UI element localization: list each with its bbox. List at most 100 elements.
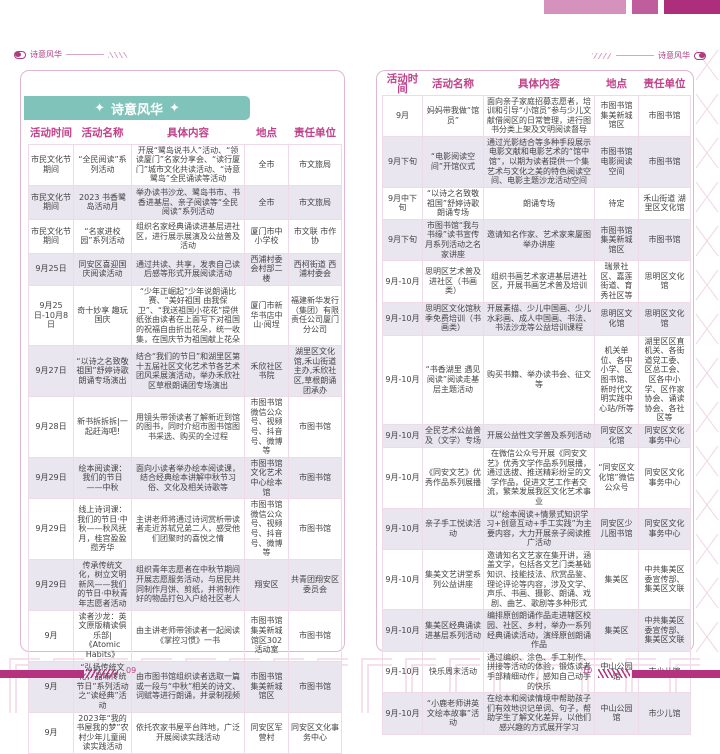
table-row: 9月中下旬 “以诗之名致敬祖国”舒婷诗歌朗诵专场 朗诵专场 待定 禾山街道 湖里区文化馆 xyxy=(382,186,691,220)
activity-content: 邀请知名作家、艺术家来厦图举办讲座 xyxy=(483,218,595,262)
table-row: 9月28日 新书拆拆拆|一起赶海吧! 用镜头带领读者了解新近到馆的图书，同时介绍市图… xyxy=(28,396,342,458)
table-row: 9月25日-10月8日 奇十妙享 趣玩国庆 “少年正崛起”少年说朗诵比赛、“美好祖国… xyxy=(28,284,342,347)
activity-name: 集美区经典诵读进基层系列活动 xyxy=(422,609,484,652)
footer-bar xyxy=(0,670,84,678)
activity-time: 9月27日 xyxy=(28,345,74,398)
activity-time: 9月25日-10月8日 xyxy=(28,284,74,347)
column-header: 责任单位 xyxy=(288,124,342,144)
activity-location: 全市 xyxy=(244,143,289,186)
activity-name: 集美文艺讲堂系列公益讲座 xyxy=(422,548,484,611)
column-header: 具体内容 xyxy=(131,124,245,144)
table-row: 市民文化节期间 “名家进校园”系列活动 组织名家经典诵读进基层进社区，进行展示展演及… xyxy=(28,218,342,254)
activity-time: 9月 xyxy=(28,609,74,662)
activity-content: 开展“鹭岛说书人”活动、“领读厦门”名家分享会、“读行厦门”城市文化共读活动、“… xyxy=(131,143,245,186)
responsible-unit: 中共集美区委宣传部、集美区文联 xyxy=(638,548,691,611)
column-header: 地点 xyxy=(594,75,639,95)
table-row: 9月 读者沙龙：英文原版精读俱乐部|《Atomic Habits》 由主讲老师带领读… xyxy=(28,609,342,662)
activity-location: 全市 xyxy=(244,184,289,220)
activity-name: “名家进校园”系列活动 xyxy=(73,218,132,254)
responsible-unit: 福建新华发行（集团）有限责任公司厦门分公司 xyxy=(288,284,342,347)
responsible-unit: 湖里区区直机关、各街道党工委、区总工会、区各中小学、区作家协会、诵读协会、各社区… xyxy=(638,334,691,425)
responsible-unit: 思明区文化馆 xyxy=(638,301,691,336)
activity-content: 由市图书馆组织读者选取一篇或一段与“中秋”相关的诗文、词赋等进行朗诵，并录制视频 xyxy=(131,660,245,713)
activity-name: 同安区喜迎国庆阅读活动 xyxy=(73,252,132,286)
responsible-unit: 西柯街道 西浦村委会 xyxy=(288,252,342,286)
activity-content: 编排原创朗诵作品走进辖区校园、社区、乡村，举办一系列经典诵读活动，演绎原创朗诵作… xyxy=(483,609,595,652)
table-row: 9月29日 绘本阅读课：我们的节日——中秋 面向小读者举办绘本阅读课，结合经典绘本讲… xyxy=(28,456,342,500)
activity-location: 西浦村委会村部二楼 xyxy=(244,252,289,286)
activity-table-left: 活动时间 活动名称 具体内容 地点 责任单位 市民文化节期间 “全民阅读”系列活动 开展“鹭岛… xyxy=(28,124,342,754)
activity-content: 通过编织、涂色、手工制作、拼接等活动的体验，锻炼读者手部精细动作，感知自己动手的… xyxy=(483,650,595,694)
star-icon: ✦ xyxy=(169,100,180,116)
activity-name: 线上诗词课：我们的节日·中秋——秋风抚月，桂宫盈盈揽芳华 xyxy=(73,498,132,560)
deco-bar xyxy=(664,0,720,14)
activity-time: 9月29日 xyxy=(28,558,74,611)
activity-location: “同安区文化馆”微信公众号 xyxy=(594,446,639,509)
responsible-unit: 市文旅局 xyxy=(288,184,342,220)
page-number-right: 10 xyxy=(582,666,593,675)
deco-bar xyxy=(544,0,626,14)
watermark-stroke xyxy=(695,137,719,169)
activity-content: 邀请知名文艺家在集开讲，涵盖文学，包括各文艺门类基础知识、技能技法、欣赏品鉴、理… xyxy=(483,548,595,611)
activity-content: 举办读书沙龙、鹭岛书市、书香进基层、亲子阅读等“全民阅读”系列活动 xyxy=(131,184,245,220)
activity-name: 全民艺术公益普及（文学）专场 xyxy=(422,423,484,448)
activity-location: 同安区文化馆 xyxy=(594,423,639,448)
watermark-stroke xyxy=(695,533,719,565)
activity-location: 中山公园馆 xyxy=(594,692,639,735)
activity-location: 集美区 xyxy=(594,548,639,611)
column-header: 活动名称 xyxy=(422,75,484,95)
table-row: 9月-10月 思明区艺术普及进社区（书画类） 组织书画艺术家进基层进社区，开展书画艺… xyxy=(382,260,691,303)
activity-content: “少年正崛起”少年说朗诵比赛、“美好祖国 由我保卫”、“我送祖国小花花”提供纸张… xyxy=(131,284,245,347)
activity-location: 市图书馆电影阅读空间 xyxy=(594,135,639,188)
activity-location: 同安区军营村 xyxy=(244,711,289,754)
activity-name: 绘本阅读课：我们的节日——中秋 xyxy=(73,456,132,500)
activity-time: 9月-10月 xyxy=(382,446,423,509)
watermark-stroke xyxy=(695,577,719,609)
activity-table-right: 活动时间 活动名称 具体内容 地点 责任单位 9月 妈妈带我做“馆员” 面向亲子家庭招募志愿者… xyxy=(382,74,691,735)
slash-deco xyxy=(108,51,128,58)
activity-time: 9月-10月 xyxy=(382,609,423,652)
activity-name: 奇十妙享 趣玩国庆 xyxy=(73,284,132,347)
activity-time: 9月28日 xyxy=(28,396,74,458)
responsible-unit: 同安区文化事务中心 xyxy=(288,711,342,754)
section-label-right: 诗意风华 xyxy=(592,50,706,61)
footer-bar xyxy=(632,670,720,678)
table-row: 9月下旬 “电影阅读空间”开馆仪式 通过光影结合等多种手段展示电影文献和电影艺术的“… xyxy=(382,135,691,188)
responsible-unit: 湖里区文化馆,禾山街道主办,禾欣社区,草根朗诵团承办 xyxy=(288,345,342,398)
activity-name: “以诗之名致敬祖国”舒婷诗歌朗诵专场 xyxy=(422,186,484,220)
activity-content: 开展公益性文学普及系列活动 xyxy=(483,423,595,448)
activity-time: 市民文化节期间 xyxy=(28,184,74,220)
table-header: 活动时间 活动名称 具体内容 地点 责任单位 xyxy=(28,124,342,144)
table-row: 9月 2023年“我的书屋我的梦”农村少年儿童阅读实践活动 依托农家书屋平台阵地，广… xyxy=(28,711,342,754)
activity-name: 妈妈带我做“馆员” xyxy=(422,94,484,137)
watermark-stroke xyxy=(695,357,719,389)
table-row: 9月27日 “以诗之名致敬祖国”舒婷诗歌朗诵专场演出 结合“我们的节日”和湖里区第十… xyxy=(28,345,342,398)
activity-time: 9月下旬 xyxy=(382,135,423,188)
watermark-stroke xyxy=(695,93,719,125)
activity-content: 通过共读、共享，发表自己读后感等形式开展阅读活动 xyxy=(131,252,245,286)
watermark-side xyxy=(695,49,719,653)
toggle-icon xyxy=(694,51,706,60)
section-label-text: 诗意风华 xyxy=(30,50,62,59)
slash-deco xyxy=(592,52,612,59)
watermark-stroke xyxy=(695,269,719,301)
activity-location: 市图书馆文化艺术中心绘本馆 xyxy=(244,456,289,500)
activity-content: 依托农家书屋平台阵地，广泛开展阅读实践活动 xyxy=(131,711,245,754)
activity-content: 开展素描、少儿中国画、少儿水彩画、成人中国画、书法、书法沙龙等公益培训课程 xyxy=(483,301,595,336)
activity-content: 在微信公众号开展《同安文艺》优秀文学作品系列展播，通过选拔、推送精彩纷呈的文学作… xyxy=(483,446,595,509)
responsible-unit: 市图书馆 xyxy=(288,498,342,560)
responsible-unit: 共青团翔安区委员会 xyxy=(288,558,342,611)
activity-time: 9月-10月 xyxy=(382,260,423,303)
activity-time: 9月 xyxy=(28,711,74,754)
column-header: 责任单位 xyxy=(638,75,691,95)
activity-content: 由主讲老师带领读者一起阅读《掌控习惯》一书 xyxy=(131,609,245,662)
activity-content: 通过光影结合等多种手段展示电影文献和电影艺术的“馆中馆”，以期为读者提供一个集艺… xyxy=(483,135,595,188)
activity-location: 翔安区 xyxy=(244,558,289,611)
activity-content: 面向小读者举办绘本阅读课，结合经典绘本讲解中秋节习俗、文化及相关诗歌等 xyxy=(131,456,245,500)
activity-content: 组织书画艺术家进基层进社区，开展书画艺术普及培训 xyxy=(483,260,595,303)
activity-content: 组织名家经典诵读进基层进社区，进行展示展演及公益普及活动 xyxy=(131,218,245,254)
activity-content: 组织青年志愿者在中秋节期间开展志愿服务活动，与居民共同制作月饼、剪纸，并将制作好… xyxy=(131,558,245,611)
activity-name: 《同安文艺》优秀作品系列展播 xyxy=(422,446,484,509)
star-icon: ✦ xyxy=(94,100,105,116)
activity-name: 思明区文化馆秋季免费培训（书画类） xyxy=(422,301,484,336)
